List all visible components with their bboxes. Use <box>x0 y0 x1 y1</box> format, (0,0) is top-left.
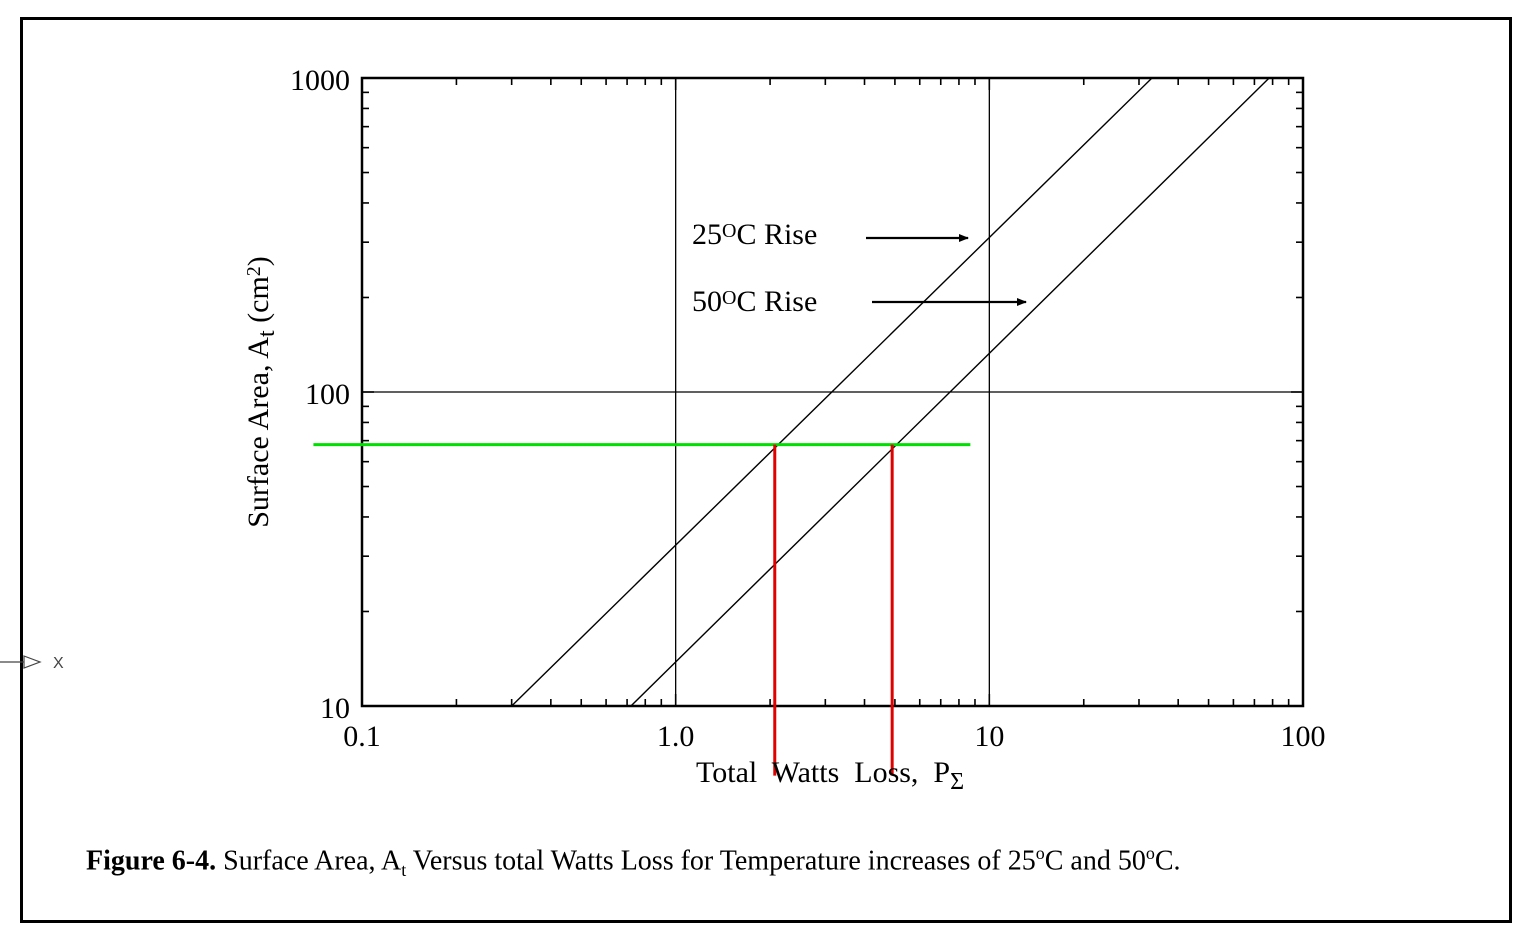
y-tick-label: 10 <box>320 692 350 725</box>
x-tick-label: 10 <box>974 720 1004 753</box>
series-label-1: 25OC Rise <box>692 218 817 251</box>
figure-frame <box>20 17 1512 923</box>
figure-caption: Figure 6-4. Surface Area, At Versus tota… <box>86 843 1181 880</box>
series-line-1 <box>511 78 1153 706</box>
y-axis-label: Surface Area, At (cm2) <box>242 256 280 528</box>
x-tick-label: 100 <box>1281 720 1326 753</box>
x-tick-label: 1.0 <box>657 720 695 753</box>
series-label-2: 50OC Rise <box>692 285 817 318</box>
series-line-2 <box>630 78 1270 706</box>
side-marker-label: X <box>53 655 64 672</box>
series-lines <box>511 78 1270 706</box>
y-tick-label: 100 <box>305 378 350 411</box>
plot-area: 0.1 1.0 10 100 10 100 1000 25OC Rise 50OC Rise <box>290 64 1326 776</box>
x-tick-label: 0.1 <box>343 720 381 753</box>
x-axis-label: Total Watts Loss, PΣ <box>696 756 964 795</box>
y-tick-label: 1000 <box>290 64 350 97</box>
side-arrow-marker: X <box>0 655 64 672</box>
